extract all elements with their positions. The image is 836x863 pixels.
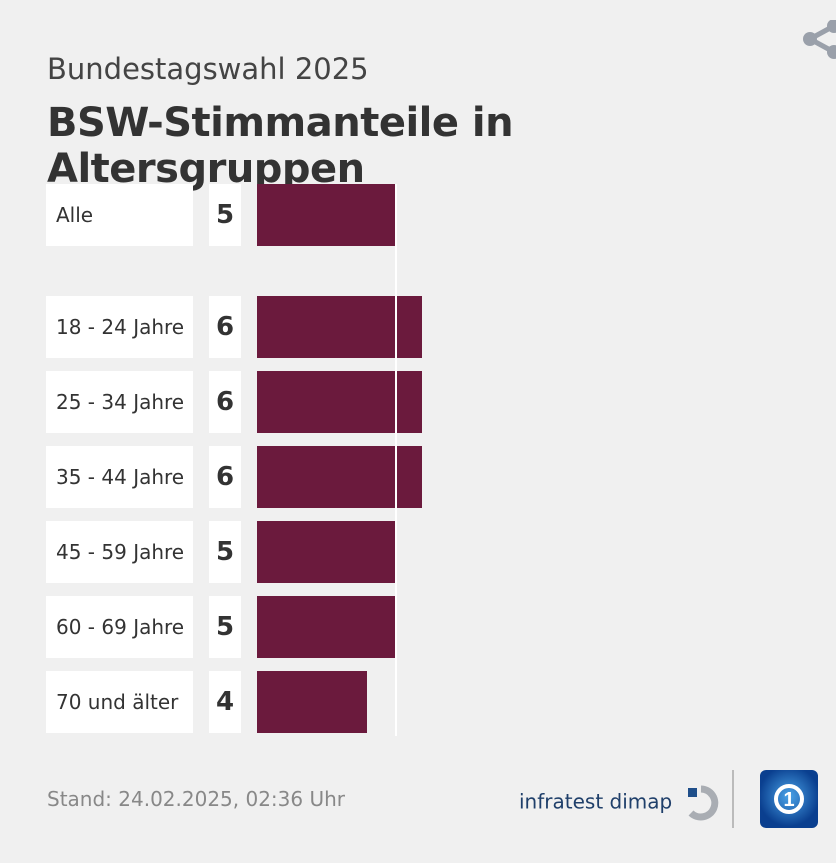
timestamp: Stand: 24.02.2025, 02:36 Uhr <box>47 787 346 811</box>
data-label: 5 <box>209 184 241 246</box>
infratest-dimap-logo: infratest dimap <box>519 785 721 821</box>
data-label: 5 <box>209 596 241 658</box>
bar <box>257 446 422 508</box>
category-label: 18 - 24 Jahre <box>46 296 193 358</box>
category-label: 45 - 59 Jahre <box>46 521 193 583</box>
chart-title: BSW-Stimmanteile in Altersgruppen <box>47 100 514 192</box>
data-label: 6 <box>209 296 241 358</box>
category-label: Alle <box>46 184 193 246</box>
bar <box>257 371 422 433</box>
category-label: 25 - 34 Jahre <box>46 371 193 433</box>
bar <box>257 296 422 358</box>
category-label: 70 und älter <box>46 671 193 733</box>
logo-text: infratest dimap <box>519 789 673 814</box>
data-label: 5 <box>209 521 241 583</box>
category-label: 35 - 44 Jahre <box>46 446 193 508</box>
data-label: 6 <box>209 371 241 433</box>
bar <box>257 596 395 658</box>
data-label: 6 <box>209 446 241 508</box>
reference-line <box>394 184 397 736</box>
category-label: 60 - 69 Jahre <box>46 596 193 658</box>
bar <box>257 671 367 733</box>
bar <box>257 184 395 246</box>
svg-text:1: 1 <box>783 789 794 811</box>
ard-logo: 1 <box>760 770 818 828</box>
subtitle: Bundestagswahl 2025 <box>47 52 369 86</box>
bar <box>257 521 395 583</box>
data-label: 4 <box>209 671 241 733</box>
divider <box>732 770 734 828</box>
share-icon[interactable] <box>800 20 836 60</box>
